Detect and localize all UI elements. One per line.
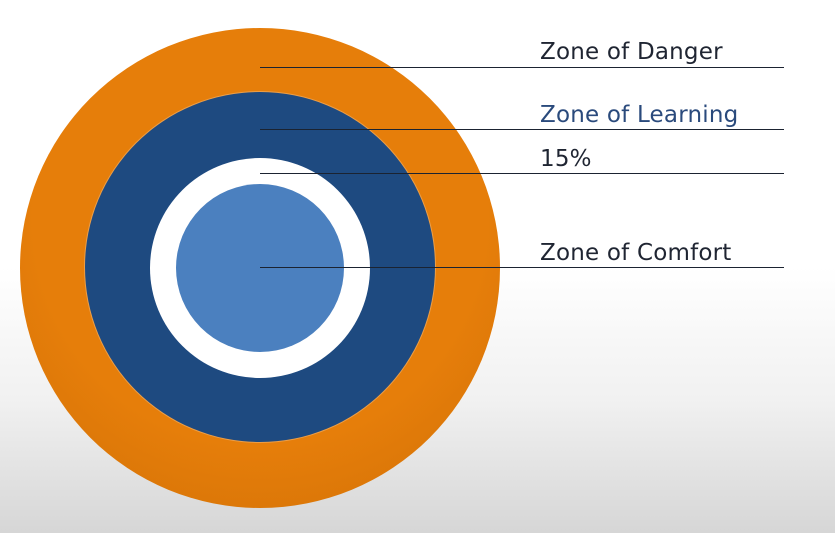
zone-of-comfort-core (176, 184, 344, 352)
percent-label: 15% (540, 146, 592, 172)
danger-leader-line (260, 67, 784, 68)
learning-leader-line (260, 129, 784, 130)
percent-leader-line (260, 173, 784, 174)
zone-of-comfort-label: Zone of Comfort (540, 240, 732, 266)
zone-of-learning-label: Zone of Learning (540, 102, 739, 128)
comfort-leader-line (260, 267, 784, 268)
zone-of-danger-label: Zone of Danger (540, 39, 723, 65)
